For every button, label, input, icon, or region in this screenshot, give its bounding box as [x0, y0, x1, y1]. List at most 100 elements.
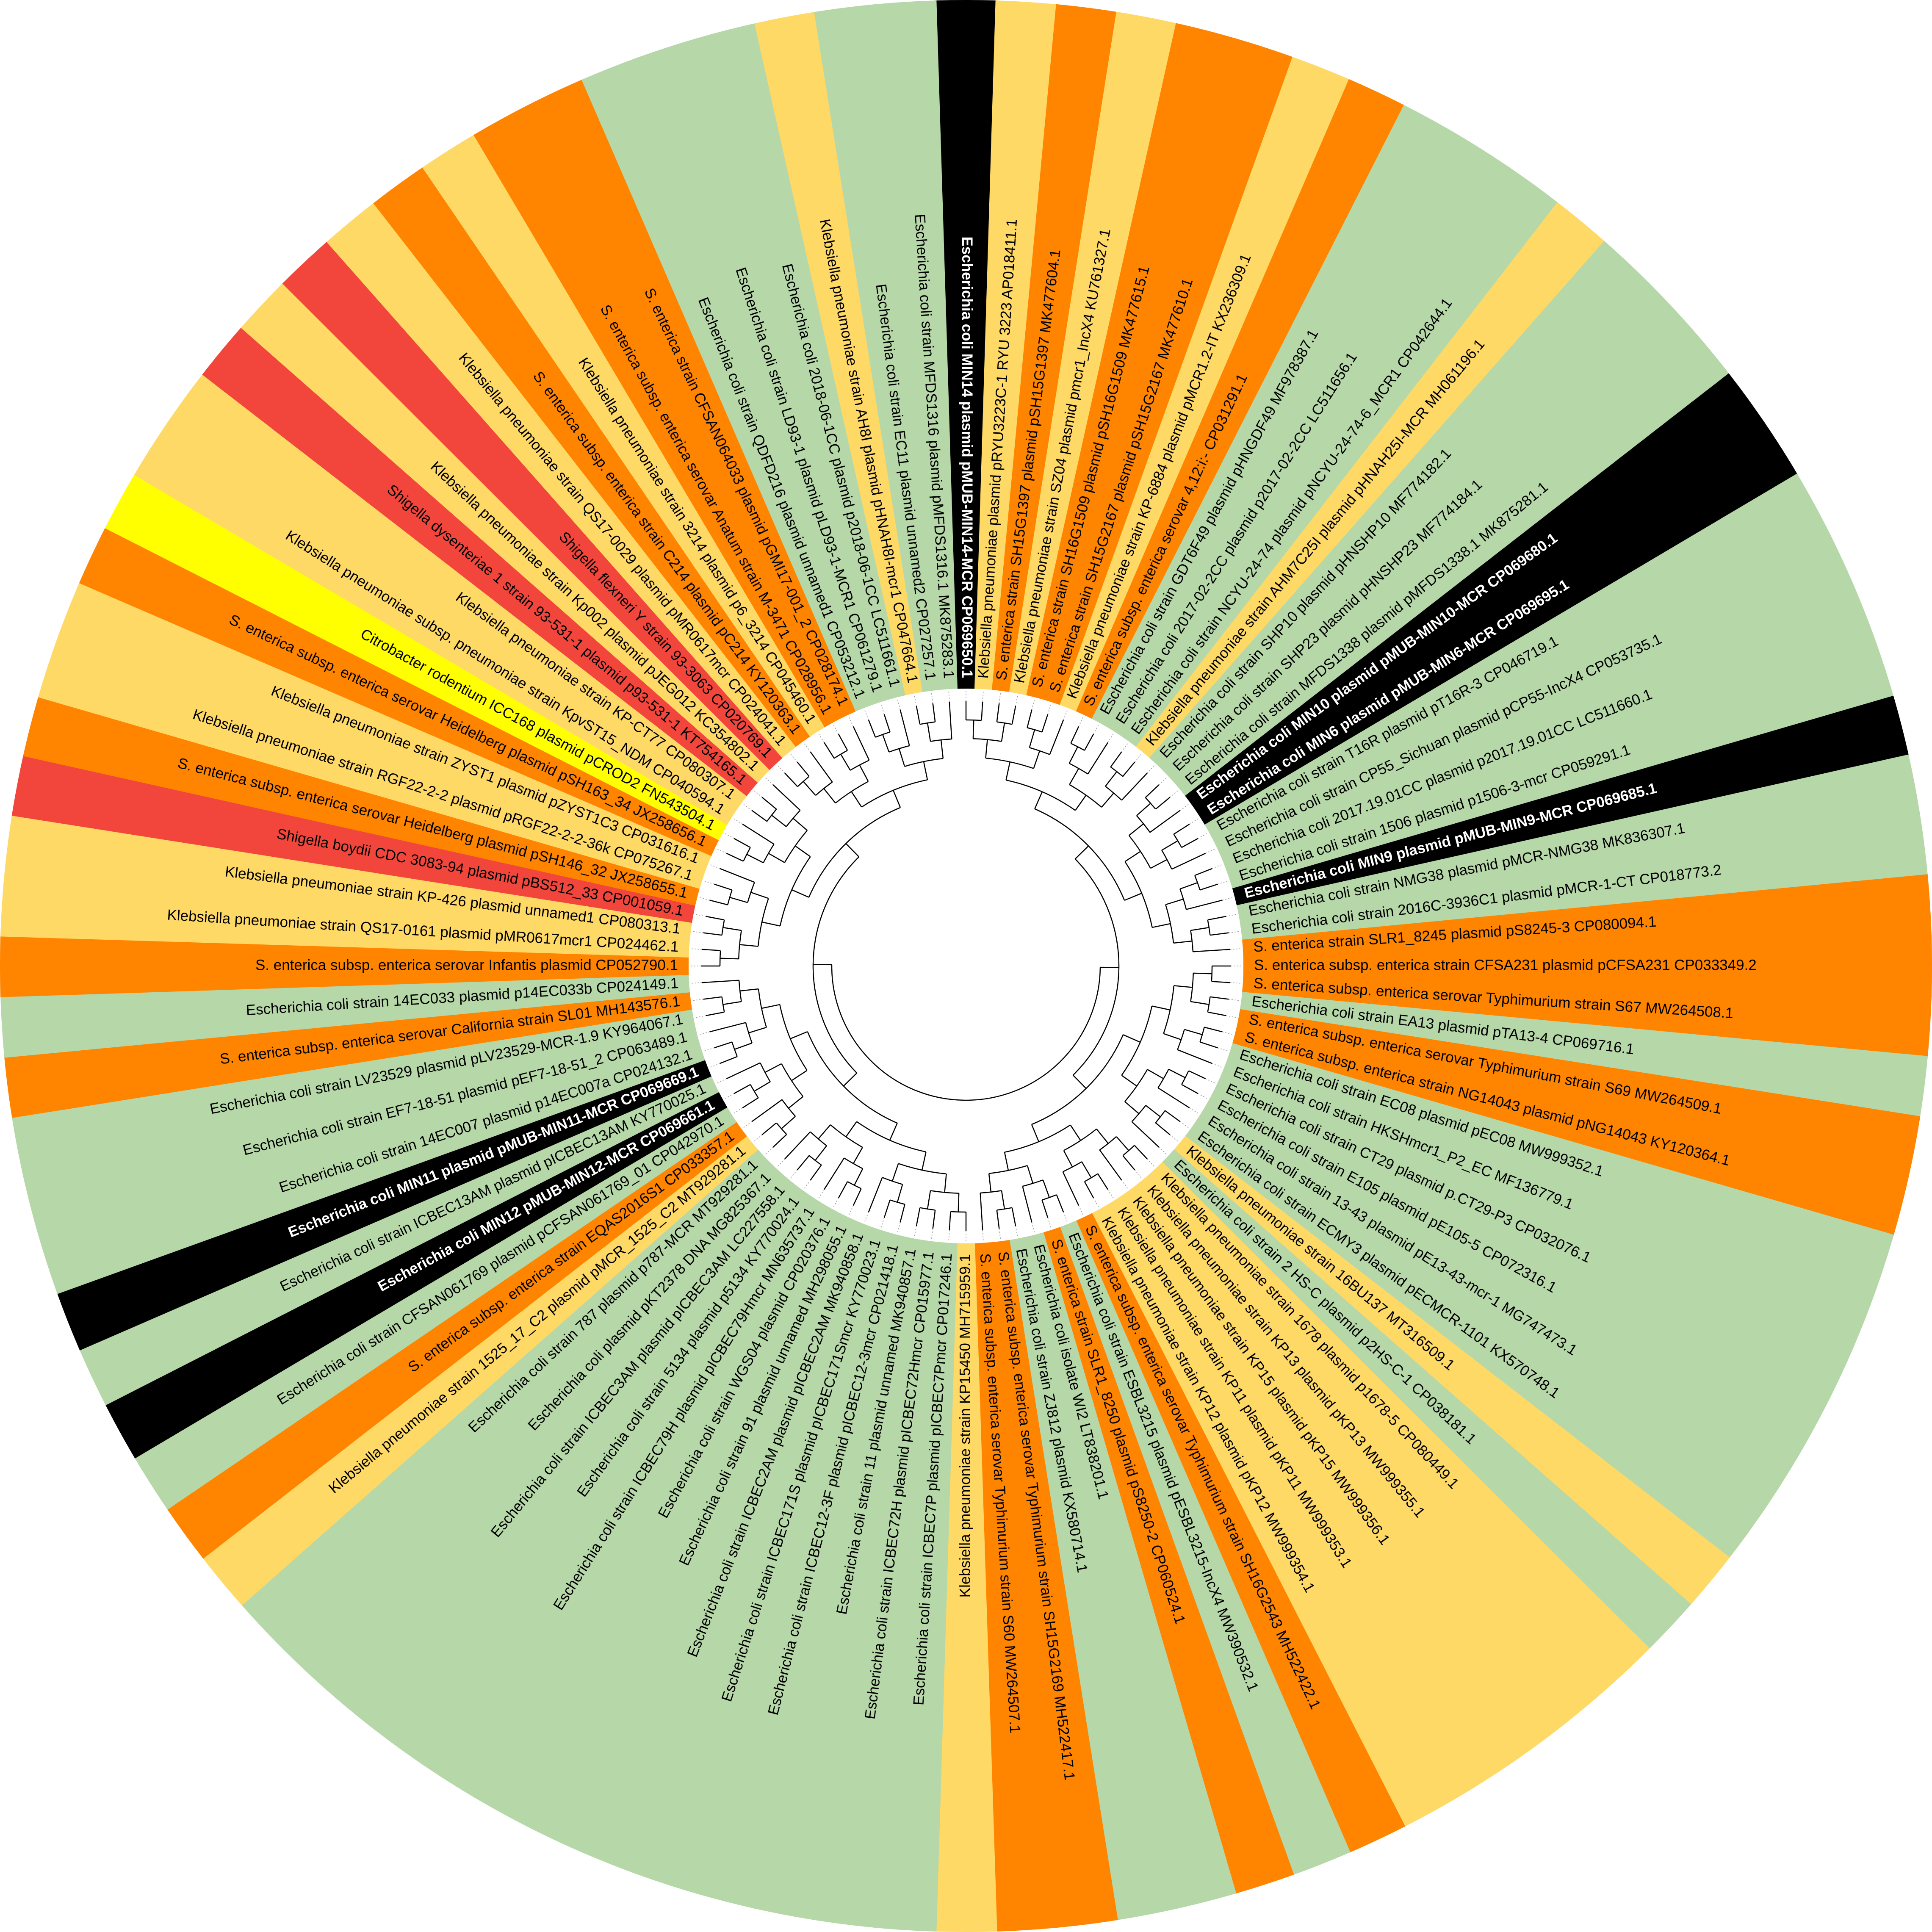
leaf-wedge	[1195, 1107, 1798, 1510]
branch	[1193, 949, 1230, 952]
branch	[1210, 932, 1229, 936]
branch	[733, 1084, 751, 1094]
branch	[722, 927, 742, 931]
leaf-wedge	[1237, 754, 1921, 923]
leaf-wedge	[105, 473, 728, 841]
branch-arc	[738, 980, 742, 1002]
leaf-wedge	[282, 1162, 783, 1691]
branch	[1034, 792, 1043, 809]
branch	[1029, 729, 1035, 748]
leaf-wedge	[202, 1136, 758, 1605]
leaf-wedge	[1242, 974, 1932, 1058]
branch	[1116, 1136, 1129, 1151]
branch-arc	[1190, 930, 1194, 952]
branch	[1190, 1001, 1210, 1005]
leaf-wedge	[1227, 638, 1894, 889]
branch	[854, 1168, 864, 1186]
branch	[1011, 706, 1016, 725]
branch	[1151, 1005, 1171, 1010]
leaf-wedge	[974, 0, 1058, 690]
branch	[1193, 972, 1212, 974]
branch	[764, 1063, 782, 1073]
leaf-wedge	[1060, 57, 1351, 712]
branch	[703, 932, 722, 936]
branch	[1122, 1155, 1135, 1171]
branch	[922, 1151, 927, 1171]
branch	[949, 1211, 951, 1230]
branch	[1101, 792, 1114, 808]
branch	[1161, 840, 1178, 851]
branch	[891, 1163, 899, 1182]
branch	[784, 772, 798, 787]
branch	[1211, 981, 1230, 983]
leaf-wedge	[935, 1243, 997, 1932]
branch	[748, 1027, 767, 1034]
branch	[722, 1001, 742, 1005]
branch	[996, 703, 1000, 722]
branch	[1081, 1161, 1092, 1178]
branch	[932, 703, 936, 722]
leaf-wedge	[1240, 992, 1928, 1118]
leaf-wedge	[1091, 105, 1459, 728]
branch	[768, 853, 785, 863]
leaf-wedge	[373, 1185, 811, 1766]
branch	[761, 1122, 777, 1135]
branch	[1027, 1165, 1034, 1184]
branch	[791, 1070, 808, 1081]
leaf-wedge	[581, 1220, 872, 1875]
branch	[1173, 940, 1192, 944]
branch	[1099, 1149, 1122, 1181]
branch	[1194, 868, 1212, 876]
branch	[739, 944, 758, 947]
branch	[1022, 1186, 1032, 1223]
leaf-wedge	[202, 327, 758, 796]
branch	[988, 1173, 992, 1192]
leaf-wedge	[38, 638, 705, 889]
branch	[1121, 772, 1148, 801]
leaf-wedge	[754, 1237, 923, 1921]
branch	[1041, 714, 1049, 732]
branch	[1204, 1027, 1223, 1032]
branch	[797, 761, 810, 777]
leaf-wedge	[1243, 935, 1932, 997]
branch	[720, 1056, 738, 1064]
branch	[1207, 916, 1226, 921]
leaf-wedge	[57, 1060, 712, 1351]
branch	[706, 916, 725, 921]
branch	[900, 1204, 905, 1223]
branch	[1075, 794, 1087, 811]
branch	[1042, 1179, 1050, 1198]
branch-arc	[1161, 850, 1173, 869]
branch	[927, 1190, 931, 1210]
leaf-wedge	[241, 282, 770, 783]
branch	[1041, 1200, 1049, 1218]
branch	[916, 1207, 921, 1226]
leaf-wedge	[1136, 1174, 1605, 1730]
branch	[1084, 1181, 1094, 1199]
leaf-wedge	[814, 1240, 940, 1928]
leaf-wedge	[166, 373, 747, 811]
branch	[1124, 1101, 1140, 1114]
branch	[958, 1193, 960, 1212]
leaf-wedge	[695, 1232, 906, 1909]
branch	[1097, 1173, 1108, 1190]
branch	[1128, 823, 1144, 836]
branch	[1145, 784, 1160, 798]
leaf-wedge	[1107, 1195, 1510, 1798]
branch	[1070, 1124, 1081, 1141]
branch	[944, 1174, 947, 1193]
branch	[790, 1031, 808, 1039]
leaf-wedge	[241, 1149, 770, 1650]
branch-arc	[882, 1177, 903, 1185]
tree-branches	[691, 691, 1241, 1241]
leaf-wedge	[0, 935, 689, 997]
branch	[706, 1011, 725, 1016]
leaf-wedge	[1232, 695, 1909, 906]
branch-arc	[850, 759, 869, 771]
leaf-wedge	[1185, 1121, 1766, 1559]
leaf-wedge	[0, 874, 690, 958]
branch	[1105, 771, 1118, 787]
leaf-wedge	[134, 1107, 737, 1510]
branch-arc	[784, 830, 808, 863]
branch	[940, 740, 944, 759]
